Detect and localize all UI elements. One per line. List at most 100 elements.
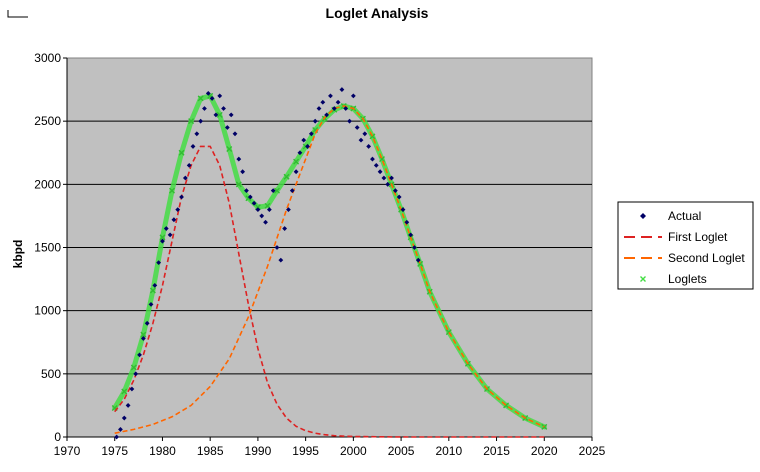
data-point — [235, 181, 242, 188]
series-first-loglet — [114, 145, 545, 438]
data-point — [339, 87, 345, 92]
data-point — [224, 125, 230, 130]
data-point — [400, 207, 406, 212]
data-point — [412, 245, 417, 250]
data-point — [254, 204, 261, 211]
x-tick-label: 2005 — [388, 444, 415, 458]
legend-item: Actual — [640, 209, 701, 223]
y-tick-label: 3000 — [34, 51, 61, 65]
data-point — [251, 200, 257, 206]
y-tick-label: 1000 — [34, 304, 61, 318]
data-point — [366, 144, 372, 149]
data-point — [198, 118, 204, 124]
x-tick-label: 2010 — [435, 444, 462, 458]
data-point — [228, 112, 234, 118]
data-point — [343, 106, 349, 111]
data-point — [278, 257, 284, 263]
data-point — [175, 207, 181, 212]
series-second-loglet — [114, 105, 545, 434]
data-point — [274, 245, 280, 250]
series-line — [114, 105, 545, 434]
data-point — [140, 331, 147, 338]
data-point — [121, 415, 127, 421]
legend: Actual First Loglet Second Loglet Loglets — [617, 201, 754, 290]
series-actual — [114, 87, 421, 440]
legend-label: First Loglet — [668, 230, 728, 244]
data-point — [197, 95, 204, 102]
data-point — [379, 156, 385, 163]
data-point — [221, 106, 226, 111]
data-point — [205, 90, 211, 96]
data-point — [266, 207, 272, 212]
legend-item: First Loglet — [624, 230, 728, 244]
data-point — [404, 219, 410, 225]
data-point — [373, 162, 379, 168]
data-point — [377, 169, 383, 175]
data-point — [259, 213, 265, 219]
x-tick-label: 1985 — [197, 444, 224, 458]
legend-item: Second Loglet — [624, 251, 745, 265]
data-point — [118, 427, 123, 432]
x-tick-label: 1970 — [54, 444, 81, 458]
x-tick-label: 1990 — [245, 444, 272, 458]
data-point — [182, 175, 188, 181]
data-point — [160, 238, 165, 244]
data-point — [335, 99, 341, 105]
data-point — [149, 287, 156, 294]
data-point — [293, 158, 300, 165]
data-point — [362, 131, 368, 137]
data-point — [125, 403, 131, 408]
legend-label: Second Loglet — [668, 251, 745, 265]
y-tick-label: 0 — [54, 430, 61, 444]
legend-marker — [640, 213, 646, 219]
data-point — [282, 226, 288, 231]
data-point — [190, 144, 196, 149]
data-point — [171, 217, 177, 223]
y-tick-label: 2500 — [34, 114, 61, 128]
data-point — [312, 118, 318, 124]
legend-marker — [640, 276, 646, 282]
data-point — [178, 149, 185, 156]
x-tick-label: 2020 — [531, 444, 558, 458]
data-point — [305, 144, 310, 149]
data-point — [148, 301, 154, 307]
data-point — [152, 283, 158, 288]
data-point — [392, 188, 398, 194]
data-point — [308, 131, 314, 137]
data-point — [202, 106, 207, 111]
corner-artifact — [7, 10, 28, 18]
x-tick-label: 2025 — [579, 444, 606, 458]
data-point — [389, 175, 394, 181]
data-point — [140, 336, 146, 341]
data-point — [188, 118, 195, 125]
data-point — [194, 131, 200, 137]
data-point — [381, 175, 387, 181]
data-point — [130, 364, 137, 371]
data-point — [408, 232, 414, 238]
data-point — [129, 386, 135, 392]
grid-lines — [67, 120, 592, 375]
data-point — [270, 188, 276, 194]
data-point — [179, 194, 184, 200]
legend-label: Loglets — [668, 272, 707, 286]
data-point — [137, 352, 142, 358]
data-point — [121, 388, 128, 395]
data-point — [216, 111, 223, 118]
series-layer — [111, 87, 548, 440]
data-point — [301, 137, 307, 143]
x-tick-label: 2015 — [483, 444, 510, 458]
data-point — [169, 187, 175, 194]
data-point — [293, 169, 299, 175]
data-point — [167, 232, 173, 238]
data-point — [396, 194, 402, 200]
x-tick-label: 2000 — [340, 444, 367, 458]
data-point — [114, 434, 120, 440]
data-point — [226, 145, 233, 152]
data-point — [283, 173, 290, 180]
data-point — [385, 181, 391, 187]
data-point — [247, 194, 253, 200]
data-point — [347, 118, 352, 124]
data-point — [328, 93, 333, 99]
data-point — [274, 187, 280, 194]
data-point — [350, 93, 356, 99]
